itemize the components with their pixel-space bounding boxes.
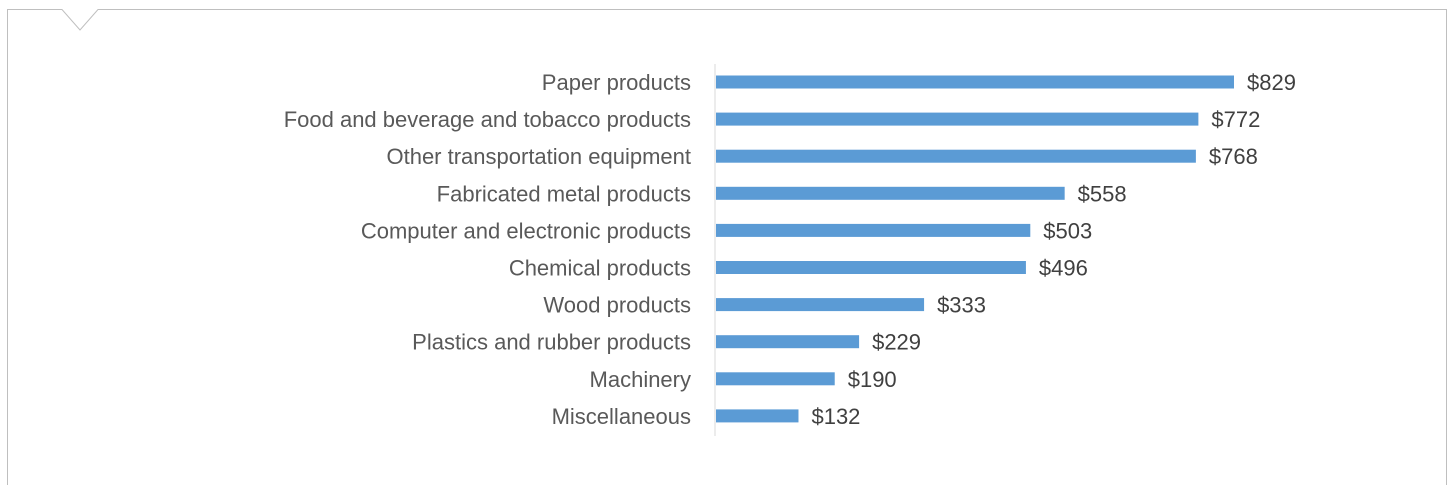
category-label-plastics-and-rubber-products: Plastics and rubber products <box>412 330 691 355</box>
category-label-machinery: Machinery <box>590 367 691 392</box>
bar-paper-products <box>716 75 1234 89</box>
category-label-fabricated-metal-products: Fabricated metal products <box>437 181 691 206</box>
bar-fabricated-metal-products <box>716 186 1065 200</box>
data-label-food-and-beverage-and-tobacco-products: $772 <box>1211 107 1260 132</box>
bar-wood-products <box>716 298 925 312</box>
panel-border <box>7 9 1447 485</box>
category-label-paper-products: Paper products <box>542 70 691 95</box>
category-label-wood-products: Wood products <box>543 293 691 318</box>
bar-plastics-and-rubber-products <box>716 335 860 349</box>
bar-computer-and-electronic-products <box>716 223 1031 237</box>
category-label-miscellaneous: Miscellaneous <box>552 404 691 429</box>
bar-series <box>716 75 1234 423</box>
data-label-plastics-and-rubber-products: $229 <box>872 330 921 355</box>
category-label-food-and-beverage-and-tobacco-products: Food and beverage and tobacco products <box>284 107 691 132</box>
data-label-paper-products: $829 <box>1247 70 1296 95</box>
data-label-chemical-products: $496 <box>1039 256 1088 281</box>
data-label-wood-products: $333 <box>937 293 986 318</box>
data-label-computer-and-electronic-products: $503 <box>1043 218 1092 243</box>
category-label-computer-and-electronic-products: Computer and electronic products <box>361 218 691 243</box>
data-labels: $829 $772 $768 $558 $503 $496 $333 $229 $190 $132 <box>811 70 1295 429</box>
data-label-machinery: $190 <box>848 367 897 392</box>
bar-food-and-beverage-and-tobacco-products <box>716 112 1199 126</box>
category-label-other-transportation-equipment: Other transportation equipment <box>386 144 691 169</box>
data-label-miscellaneous: $132 <box>811 404 860 429</box>
bar-other-transportation-equipment <box>716 149 1196 163</box>
bar-miscellaneous <box>716 409 799 423</box>
category-labels: Paper products Food and beverage and toba… <box>284 70 691 429</box>
bar-chemical-products <box>716 261 1026 274</box>
data-label-fabricated-metal-products: $558 <box>1078 181 1127 206</box>
bar-machinery <box>716 372 835 386</box>
category-label-chemical-products: Chemical products <box>509 256 691 281</box>
data-label-other-transportation-equipment: $768 <box>1209 144 1258 169</box>
